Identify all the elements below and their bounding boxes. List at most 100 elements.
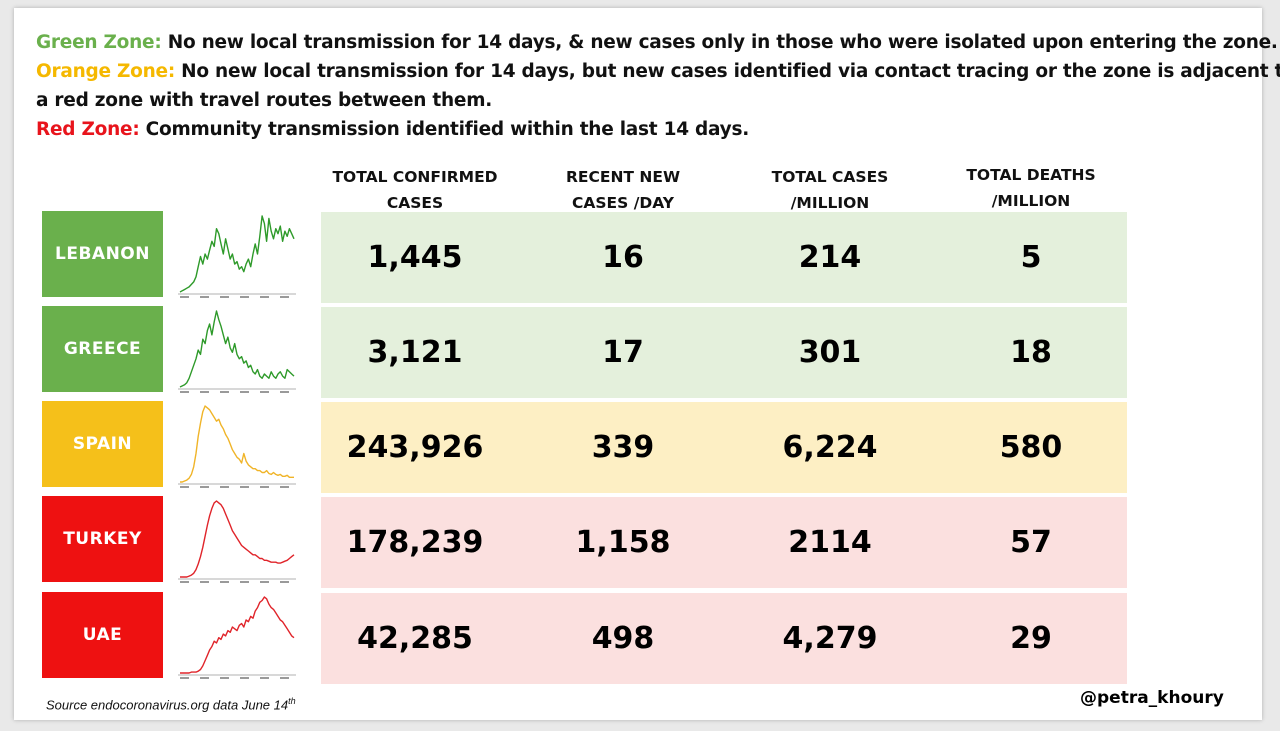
sparkline-tick bbox=[200, 486, 209, 488]
cell-cases-million: 301 bbox=[798, 335, 862, 370]
sparkline-tick bbox=[280, 486, 289, 488]
legend-green: Green Zone: No new local transmission fo… bbox=[36, 28, 1278, 57]
cell-recent-new: 1,158 bbox=[575, 525, 671, 560]
cell-recent-new: 16 bbox=[602, 240, 644, 275]
header-line: /MILLION bbox=[991, 192, 1071, 210]
header-line: CASES bbox=[386, 194, 444, 212]
header-line: /MILLION bbox=[790, 194, 870, 212]
sparkline-tick bbox=[180, 296, 189, 298]
sparkline-tick bbox=[260, 677, 269, 679]
column-header-deaths-million: TOTAL DEATHS /MILLION bbox=[921, 162, 1141, 214]
sparkline-tick bbox=[200, 581, 209, 583]
sparkline-tick bbox=[200, 296, 209, 298]
sparkline-tick bbox=[200, 391, 209, 393]
country-name: GREECE bbox=[63, 339, 142, 359]
trend-sparkline bbox=[178, 215, 296, 298]
sparkline-tick bbox=[220, 296, 229, 298]
legend-orange: Orange Zone: No new local transmission f… bbox=[36, 57, 1280, 86]
table-row: 3,121 17 301 18 bbox=[321, 307, 1127, 398]
cell-cases-million: 2114 bbox=[788, 525, 872, 560]
legend-zone-text: a red zone with travel routes between th… bbox=[36, 90, 493, 111]
country-name: UAE bbox=[82, 625, 123, 645]
cell-total-confirmed: 42,285 bbox=[357, 621, 473, 656]
cell-total-confirmed: 3,121 bbox=[367, 335, 463, 370]
legend-zone-name: Green Zone: bbox=[36, 32, 162, 53]
sparkline-line bbox=[179, 310, 295, 388]
header-line: TOTAL DEATHS bbox=[966, 166, 1096, 184]
table-row: 42,285 498 4,279 29 bbox=[321, 593, 1127, 684]
legend-red: Red Zone: Community transmission identif… bbox=[36, 115, 1256, 144]
sparkline-tick bbox=[260, 581, 269, 583]
sparkline-tick bbox=[240, 677, 249, 679]
legend-zone-name: Orange Zone: bbox=[36, 61, 175, 82]
sparkline-tick bbox=[180, 677, 189, 679]
legend-zone-name: Red Zone: bbox=[36, 119, 140, 140]
legend-zone-text: No new local transmission for 14 days, &… bbox=[161, 32, 1278, 53]
header-line: TOTAL CASES bbox=[771, 168, 889, 186]
legend-orange-cont: a red zone with travel routes between th… bbox=[36, 86, 1256, 115]
cell-total-confirmed: 243,926 bbox=[346, 430, 484, 465]
cell-recent-new: 17 bbox=[602, 335, 644, 370]
sparkline-tick bbox=[220, 486, 229, 488]
sparkline-tick bbox=[260, 391, 269, 393]
country-label: UAE bbox=[42, 592, 163, 678]
source-superscript: th bbox=[288, 696, 296, 706]
sparkline-tick bbox=[280, 296, 289, 298]
sparkline-tick bbox=[220, 391, 229, 393]
table-row: 178,239 1,158 2114 57 bbox=[321, 497, 1127, 588]
author-handle: @petra_khoury bbox=[1080, 688, 1224, 708]
column-header-cases-million: TOTAL CASES /MILLION bbox=[720, 164, 940, 216]
country-name: SPAIN bbox=[72, 434, 133, 454]
trend-sparkline bbox=[178, 500, 296, 583]
source-text: Source endocoronavirus.org data June 14 bbox=[46, 697, 289, 713]
sparkline-tick bbox=[260, 486, 269, 488]
sparkline-tick bbox=[220, 677, 229, 679]
country-name: TURKEY bbox=[63, 529, 142, 549]
country-label: LEBANON bbox=[42, 211, 163, 297]
slide: Green Zone: No new local transmission fo… bbox=[14, 8, 1280, 720]
sparkline-tick bbox=[200, 677, 209, 679]
country-label: SPAIN bbox=[42, 401, 163, 487]
source-note: Source endocoronavirus.org data June 14t… bbox=[46, 696, 296, 712]
cell-cases-million: 214 bbox=[798, 240, 862, 275]
header-line: RECENT NEW bbox=[565, 168, 681, 186]
sparkline-tick bbox=[180, 486, 189, 488]
cell-cases-million: 6,224 bbox=[782, 430, 878, 465]
sparkline-tick bbox=[240, 486, 249, 488]
legend-zone-text: No new local transmission for 14 days, b… bbox=[174, 61, 1280, 82]
sparkline-tick bbox=[180, 391, 189, 393]
country-label: TURKEY bbox=[42, 496, 163, 582]
cell-deaths-million: 5 bbox=[1020, 240, 1042, 275]
header-line: TOTAL CONFIRMED bbox=[332, 168, 498, 186]
sparkline-line bbox=[179, 215, 295, 293]
cell-cases-million: 4,279 bbox=[782, 621, 878, 656]
country-label: GREECE bbox=[42, 306, 163, 392]
country-name: LEBANON bbox=[55, 244, 150, 264]
sparkline-tick bbox=[260, 296, 269, 298]
sparkline-tick bbox=[220, 581, 229, 583]
sparkline-tick bbox=[180, 581, 189, 583]
header-line: CASES /DAY bbox=[572, 194, 674, 212]
sparkline-tick bbox=[280, 391, 289, 393]
sparkline-line bbox=[180, 500, 295, 578]
sparkline-tick bbox=[280, 581, 289, 583]
trend-sparkline bbox=[178, 596, 296, 679]
cell-deaths-million: 29 bbox=[1010, 621, 1052, 656]
table-row: 1,445 16 214 5 bbox=[321, 212, 1127, 303]
cell-deaths-million: 580 bbox=[999, 430, 1063, 465]
cell-deaths-million: 18 bbox=[1010, 335, 1052, 370]
sparkline-tick bbox=[240, 391, 249, 393]
sparkline-tick bbox=[240, 581, 249, 583]
column-header-total-confirmed: TOTAL CONFIRMED CASES bbox=[305, 164, 525, 216]
trend-sparkline bbox=[178, 310, 296, 393]
sparkline-line bbox=[180, 405, 294, 483]
sparkline-tick bbox=[280, 677, 289, 679]
cell-recent-new: 498 bbox=[591, 621, 655, 656]
sparkline-line bbox=[180, 596, 295, 674]
zone-legend: Green Zone: No new local transmission fo… bbox=[36, 28, 1280, 144]
sparkline-tick bbox=[240, 296, 249, 298]
cell-total-confirmed: 178,239 bbox=[346, 525, 484, 560]
column-header-recent-new: RECENT NEW CASES /DAY bbox=[513, 164, 733, 216]
cell-recent-new: 339 bbox=[591, 430, 655, 465]
cell-deaths-million: 57 bbox=[1010, 525, 1052, 560]
